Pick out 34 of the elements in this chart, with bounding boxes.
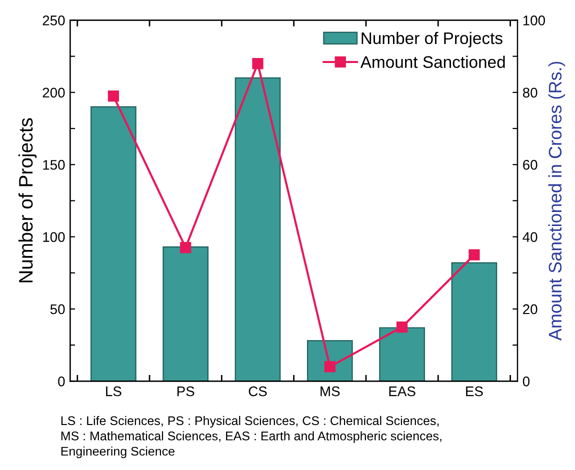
legend-label: Amount Sanctioned: [360, 56, 505, 68]
y2-axis-title: Amount Sanctioned in Crores (Rs.): [548, 62, 566, 341]
y2-tick-label: 80: [522, 88, 538, 98]
x-tick-label: MS: [320, 386, 340, 396]
point: [396, 321, 408, 333]
legend-label: Number of Projects: [362, 32, 502, 48]
point: [468, 249, 480, 260]
y-tick-label: 250: [42, 16, 65, 26]
y2-tick-label: 20: [523, 304, 538, 314]
y2-tick-label: 40: [522, 232, 538, 242]
point: [108, 90, 119, 102]
x-tick-label: ES: [466, 386, 483, 396]
x-tick-label: CS: [248, 386, 267, 396]
y2-tick-label: 0: [522, 376, 530, 386]
y-tick-label: 50: [50, 304, 65, 314]
x-tick-label: EAS: [389, 386, 416, 396]
y-tick-label: 150: [43, 160, 65, 170]
point: [180, 242, 192, 254]
bar: [451, 262, 498, 382]
x-tick-label: LS: [106, 386, 122, 396]
text: LS : Life Sciences, PS : Physical Sciences, CS : Chemical Sciences, MS : Mathematical Sciences, EAS : Earth and Atmospheric sciences, Engineering Science: [61, 416, 442, 458]
y-tick-label: 0: [58, 376, 65, 386]
y2-tick-label: 60: [523, 160, 538, 170]
bar: [162, 246, 209, 382]
point: [324, 361, 336, 372]
bar: [90, 106, 136, 382]
y-axis-title: Number of Projects: [18, 118, 37, 282]
bar: [234, 77, 281, 382]
y2-tick-label: 100: [523, 16, 545, 26]
bar: [379, 327, 425, 382]
point: [252, 58, 264, 70]
y-tick-label: 100: [43, 232, 65, 242]
y-tick-label: 200: [42, 88, 65, 98]
x-tick-label: PS: [177, 386, 194, 396]
